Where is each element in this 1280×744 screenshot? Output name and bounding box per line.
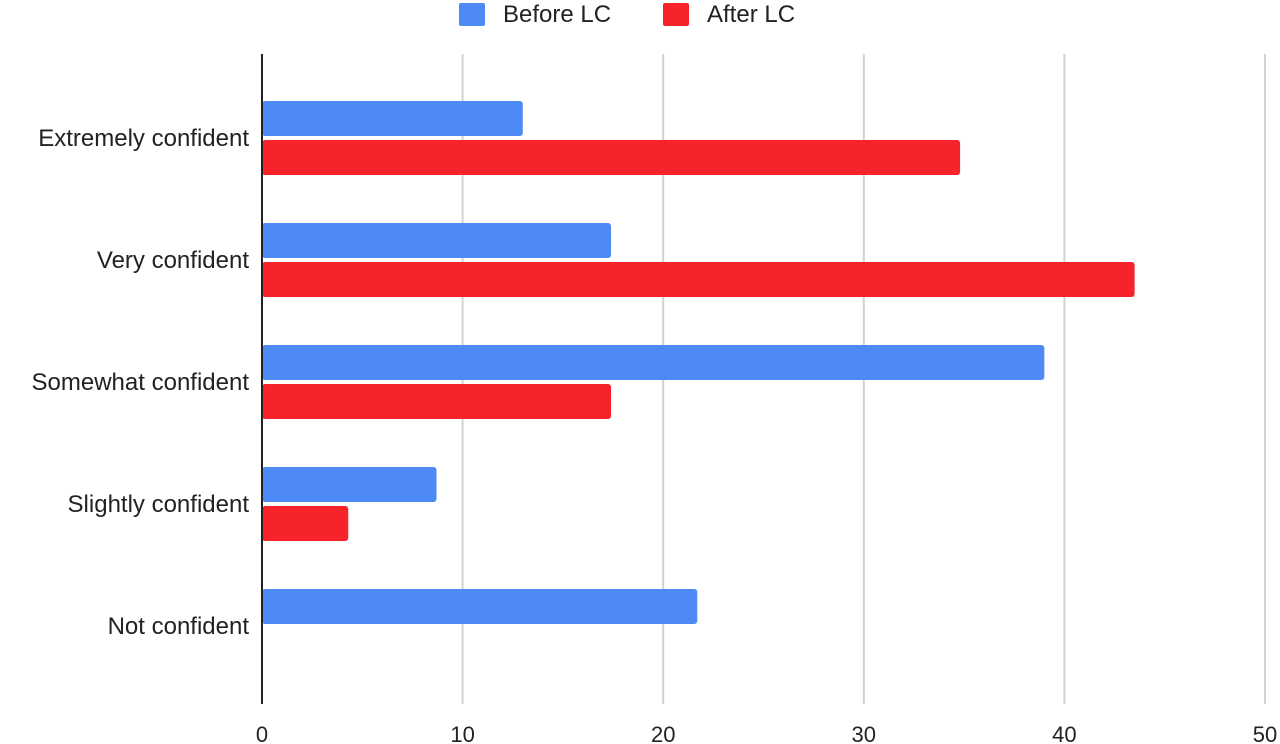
x-tick-labels: 0 10 20 30 40 50 xyxy=(256,722,1277,744)
x-tick-label-40: 40 xyxy=(1052,722,1076,744)
legend-label-after: After LC xyxy=(707,1,795,28)
bar-after-2[interactable] xyxy=(262,384,612,419)
bar-before-3[interactable] xyxy=(262,467,437,502)
bar-after-3[interactable] xyxy=(262,506,349,541)
x-tick-label-30: 30 xyxy=(852,722,876,744)
category-label-3: Slightly confident xyxy=(68,491,250,518)
legend-label-before: Before LC xyxy=(503,1,611,28)
bar-before-2[interactable] xyxy=(262,345,1045,380)
x-tick-label-10: 10 xyxy=(450,722,474,744)
category-label-1: Very confident xyxy=(97,247,249,274)
category-labels: Extremely confident Very confident Somewha… xyxy=(32,125,250,640)
legend-swatch-before xyxy=(459,3,485,26)
bar-after-1[interactable] xyxy=(262,262,1135,297)
category-label-4: Not confident xyxy=(108,613,250,640)
x-tick-label-20: 20 xyxy=(651,722,675,744)
x-tick-label-0: 0 xyxy=(256,722,268,744)
bar-before-1[interactable] xyxy=(262,223,612,258)
bar-before-4[interactable] xyxy=(262,589,698,624)
x-tick-label-50: 50 xyxy=(1253,722,1277,744)
legend-swatch-after xyxy=(663,3,689,26)
bar-after-0[interactable] xyxy=(262,140,961,175)
bar-before-0[interactable] xyxy=(262,101,523,136)
legend: Before LC After LC xyxy=(459,1,795,28)
category-label-2: Somewhat confident xyxy=(32,369,250,396)
category-label-0: Extremely confident xyxy=(38,125,249,152)
bars xyxy=(262,101,1135,624)
